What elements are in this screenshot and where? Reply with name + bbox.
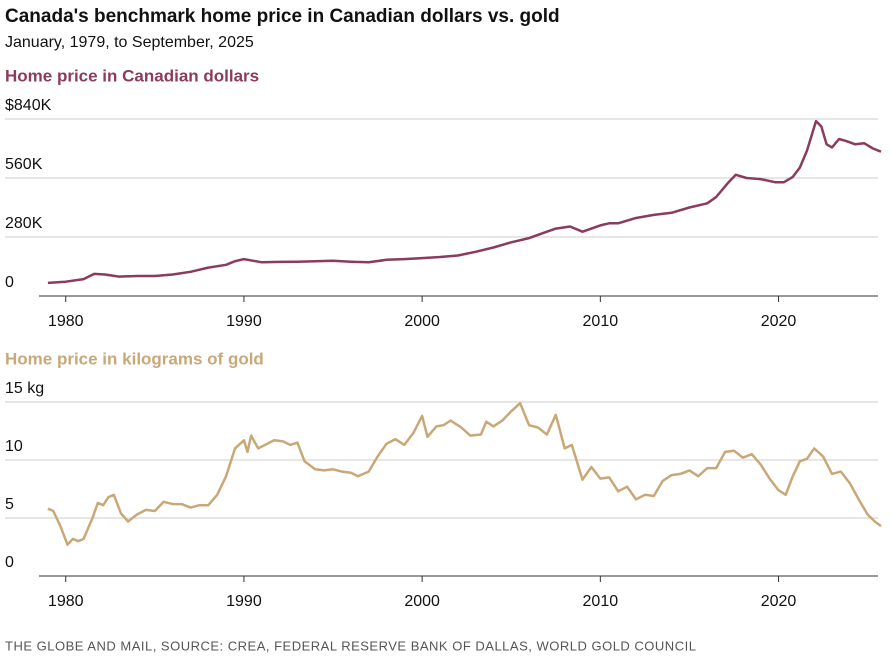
- x-tick-label: 2020: [761, 313, 797, 330]
- x-tick-label: 2010: [583, 593, 619, 610]
- y-tick-label: 15 kg: [5, 380, 44, 397]
- chart-title: Canada's benchmark home price in Canadia…: [5, 6, 560, 27]
- y-tick-label: $840K: [5, 97, 52, 114]
- x-tick-label: 2000: [404, 313, 440, 330]
- x-tick-label: 1990: [226, 313, 262, 330]
- x-tick-label: 1980: [48, 313, 84, 330]
- y-tick-label: 0: [5, 274, 14, 291]
- chart-subtitle: January, 1979, to September, 2025: [5, 34, 254, 51]
- x-tick-label: 2010: [583, 313, 619, 330]
- data-line: [47, 119, 882, 285]
- panel-title: Home price in kilograms of gold: [5, 349, 264, 368]
- x-tick-label: 1990: [226, 593, 262, 610]
- source: THE GLOBE AND MAIL, SOURCE: CREA, FEDERA…: [5, 638, 696, 653]
- x-tick-label: 1980: [48, 593, 84, 610]
- y-tick-label: 5: [5, 496, 14, 513]
- y-tick-label: 560K: [5, 156, 43, 173]
- y-tick-label: 10: [5, 438, 23, 455]
- y-tick-label: 280K: [5, 215, 43, 232]
- y-tick-label: 0: [5, 554, 14, 571]
- panel-title: Home price in Canadian dollars: [5, 66, 259, 85]
- data-line: [47, 401, 882, 546]
- x-tick-label: 2000: [404, 593, 440, 610]
- x-tick-label: 2020: [761, 593, 797, 610]
